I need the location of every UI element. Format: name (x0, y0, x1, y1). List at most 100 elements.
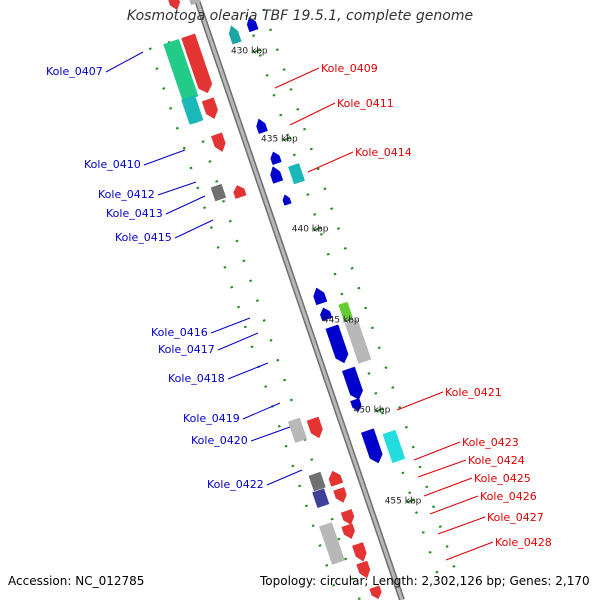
gene-feature-34 (352, 542, 367, 562)
gene-feature-8 (211, 132, 226, 152)
gene-feature-14 (210, 183, 227, 202)
right-gene-label-2: Kole_0414 (355, 146, 412, 159)
left-gene-label-0: Kole_0407 (46, 65, 103, 78)
left-gene-leader-7 (227, 362, 269, 380)
backbone-line (195, 0, 404, 600)
left-gene-leader-5 (210, 317, 251, 334)
gene-feature-4 (181, 33, 213, 94)
gene-feature-31 (340, 509, 355, 525)
left-gene-leader-4 (174, 219, 214, 239)
gene-feature-0 (168, 0, 181, 11)
gene-feature-2 (228, 25, 242, 45)
gene-feature-28 (308, 471, 326, 492)
gene-feature-22 (350, 398, 362, 412)
right-gene-label-6: Kole_0425 (474, 472, 531, 485)
gene-feature-9 (256, 118, 268, 134)
gene-feature-12 (288, 163, 305, 185)
tick-mark-0 (252, 48, 261, 54)
right-gene-label-0: Kole_0409 (321, 62, 378, 75)
gene-feature-7 (201, 97, 218, 119)
right-gene-labels: Kole_0409 Kole_0411 Kole_0414 Kole_0421 Kole… (274, 62, 552, 561)
gene-feature-3 (246, 16, 259, 33)
accession-text: Accession: NC_012785 (8, 574, 145, 588)
tick-label-1: 435 kbp (261, 135, 298, 145)
gene-feature-33 (319, 522, 345, 565)
tick-label-0: 430 kbp (231, 47, 268, 57)
gene-feature-6 (181, 95, 204, 125)
gene-feature-21 (342, 366, 363, 400)
left-gene-leader-9 (250, 426, 291, 442)
left-gene-leader-10 (266, 469, 303, 486)
left-gene-label-4: Kole_0415 (115, 231, 172, 244)
right-gene-label-5: Kole_0424 (468, 454, 525, 467)
gene-feature-26 (382, 429, 406, 464)
gene-feature-24 (287, 417, 308, 443)
tick-mark-5 (406, 498, 415, 504)
right-gene-label-4: Kole_0423 (462, 436, 519, 449)
left-gene-label-3: Kole_0413 (106, 207, 163, 220)
right-gene-leader-4 (413, 441, 461, 461)
left-gene-leader-6 (217, 332, 259, 351)
right-gene-leader-3 (396, 391, 444, 411)
tick-label-4: 450 kbp (354, 406, 391, 416)
tick-mark-2 (313, 226, 322, 232)
gene-feature-23 (306, 416, 323, 439)
left-gene-label-8: Kole_0419 (183, 412, 240, 425)
tick-label-2: 440 kbp (292, 225, 329, 235)
right-gene-leader-7 (429, 495, 479, 515)
left-gene-label-5: Kole_0416 (151, 326, 208, 339)
left-gene-label-2: Kole_0412 (98, 188, 155, 201)
gene-feature-1 (189, 0, 202, 6)
gene-feature-18 (338, 301, 353, 321)
gene-feature-36 (369, 585, 382, 600)
left-gene-label-7: Kole_0418 (168, 372, 225, 385)
left-gene-leader-0 (105, 51, 144, 73)
gene-feature-16 (313, 287, 328, 306)
right-gene-leader-8 (437, 516, 486, 535)
right-gene-leader-6 (423, 477, 473, 497)
left-gene-leader-2 (157, 181, 197, 196)
dotted-track-2 (167, 40, 361, 600)
map-title: Kosmotoga olearia TBF 19.5.1, complete g… (126, 8, 474, 24)
gene-feature-15 (282, 194, 292, 206)
gene-feature-13 (233, 185, 247, 199)
gene-feature-19 (325, 324, 349, 364)
right-gene-label-1: Kole_0411 (337, 97, 394, 110)
right-gene-label-9: Kole_0428 (495, 536, 552, 549)
tick-label-5: 455 kbp (385, 497, 422, 507)
gene-feature-30 (312, 488, 330, 509)
right-gene-label-7: Kole_0426 (480, 490, 537, 503)
right-gene-label-8: Kole_0427 (487, 511, 544, 524)
left-gene-label-1: Kole_0410 (84, 158, 141, 171)
tick-mark-1 (282, 136, 291, 142)
left-gene-label-10: Kole_0422 (207, 478, 264, 491)
right-gene-leader-9 (445, 541, 494, 561)
right-gene-label-3: Kole_0421 (445, 386, 502, 399)
left-gene-leader-8 (242, 402, 281, 420)
dotted-track-0 (262, 8, 456, 568)
gene-feature-10 (270, 151, 282, 166)
right-gene-leader-0 (274, 67, 320, 89)
tick-mark-3 (344, 317, 353, 323)
left-gene-leader-1 (143, 149, 186, 166)
gene-feature-17 (320, 307, 333, 322)
genome-summary-text: Topology: circular; Length: 2,302,126 bp… (260, 574, 590, 588)
right-gene-leader-5 (417, 459, 467, 478)
gene-feature-29 (333, 487, 347, 503)
left-gene-label-9: Kole_0420 (191, 434, 248, 447)
right-gene-leader-1 (289, 102, 336, 126)
left-gene-label-6: Kole_0417 (158, 343, 215, 356)
gene-feature-27 (328, 470, 344, 487)
gene-feature-35 (356, 560, 371, 579)
gene-features (163, 0, 406, 600)
left-gene-labels: Kole_0407 Kole_0410 Kole_0412 Kole_0413 Kole… (46, 51, 303, 491)
left-gene-leader-3 (165, 195, 206, 215)
gene-feature-32 (341, 523, 355, 540)
gene-feature-25 (360, 428, 383, 464)
tick-label-3: 445 kbp (323, 316, 360, 326)
tick-mark-4 (375, 407, 384, 413)
gene-feature-20 (344, 319, 372, 364)
dotted-track-1 (245, 14, 439, 574)
